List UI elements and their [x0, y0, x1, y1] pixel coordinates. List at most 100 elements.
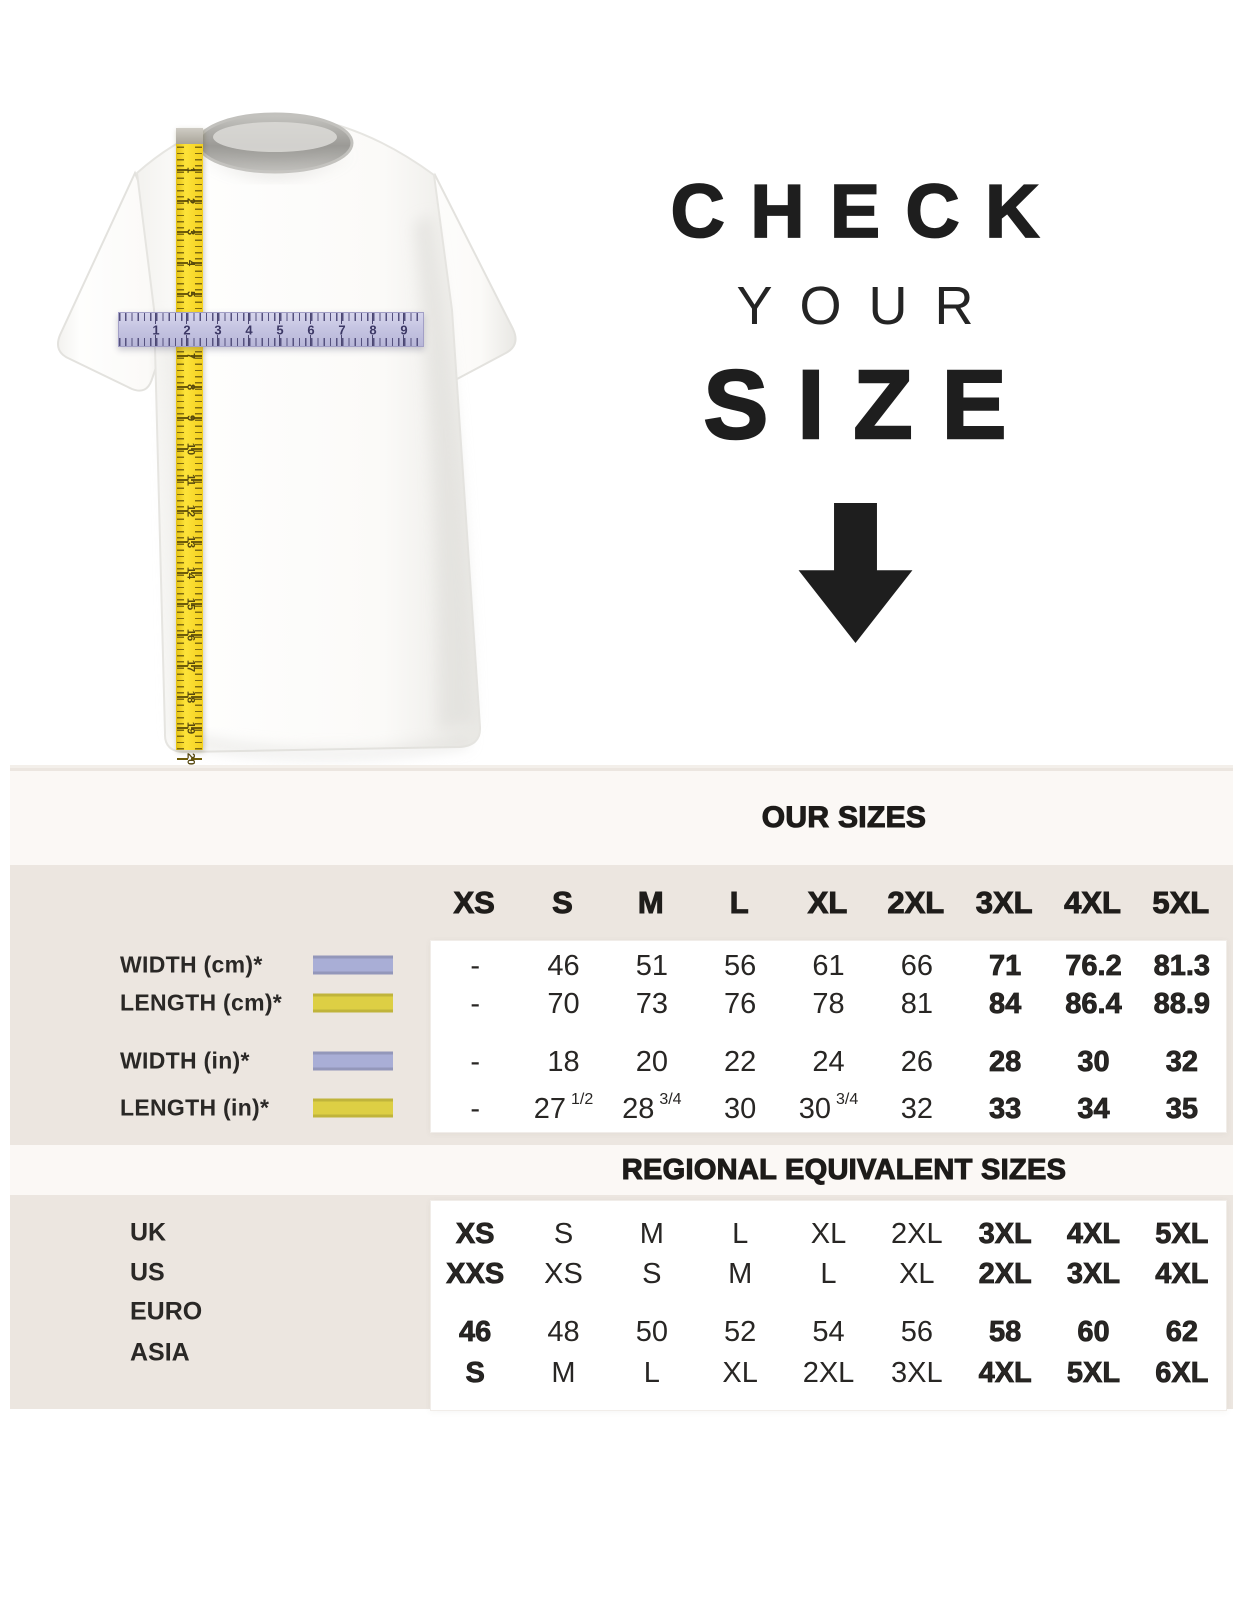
fraction: 3/4	[659, 1091, 682, 1108]
measurement-value: 26	[900, 1045, 933, 1078]
regional-size-value: 50	[635, 1315, 668, 1348]
measurement-row: - 70 73 76 78 81 84 86.4 88.9	[431, 985, 1226, 1023]
column-header-5xl: 5XL	[1152, 885, 1210, 921]
ruler-major-tick	[217, 335, 219, 346]
regional-size-value: 52	[724, 1315, 757, 1348]
yellow-swatch-icon	[313, 993, 393, 1013]
column-header-l: L	[729, 885, 749, 921]
tape-major-tick	[191, 727, 202, 729]
ruler-major-tick	[217, 313, 219, 324]
measurement-value: 32	[900, 1092, 933, 1125]
regional-size-value: 5XL	[1155, 1217, 1209, 1250]
regional-size-value: 62	[1165, 1315, 1198, 1348]
measurement-value: 32	[1165, 1045, 1198, 1078]
measurement-value: 88.9	[1153, 987, 1211, 1020]
ruler-major-tick	[155, 313, 157, 324]
tape-major-tick	[177, 665, 188, 667]
ruler-major-tick	[403, 313, 405, 324]
measurement-value: 51	[635, 949, 668, 982]
tape-major-tick	[191, 510, 202, 512]
tape-major-tick	[177, 417, 188, 419]
measurement-row: - 46 51 56 61 66 71 76.2 81.3	[431, 947, 1226, 985]
regional-size-value: M	[728, 1257, 753, 1290]
measurement-value: 28 3/4	[622, 1091, 682, 1125]
ruler-major-tick	[248, 335, 250, 346]
tape-major-tick	[191, 448, 202, 450]
tape-major-tick	[177, 758, 188, 760]
ruler-major-tick	[341, 335, 343, 346]
tape-major-tick	[191, 169, 202, 171]
tape-major-tick	[191, 293, 202, 295]
legend-row: LENGTH (in)*	[10, 1089, 430, 1127]
regional-size-value: XXS	[446, 1257, 505, 1290]
regional-sizes-title: REGIONAL EQUIVALENT SIZES	[621, 1153, 1067, 1186]
tape-number: 1	[184, 166, 196, 174]
regional-size-value: 54	[812, 1315, 845, 1348]
legend-row: LENGTH (cm)*	[10, 984, 430, 1022]
tape-number: 2	[184, 197, 196, 205]
measurement-value: 78	[812, 987, 845, 1020]
regional-size-value: L	[732, 1217, 749, 1250]
lavender-swatch-icon	[313, 955, 393, 975]
column-header-xs: XS	[453, 885, 495, 921]
tape-major-tick	[177, 169, 188, 171]
tape-number: 8	[184, 383, 196, 391]
ruler-number: 8	[369, 322, 377, 337]
tape-major-tick	[191, 479, 202, 481]
regional-size-value: 4XL	[978, 1356, 1032, 1389]
tape-major-tick	[177, 727, 188, 729]
tshirt-illustration	[57, 112, 517, 759]
ruler-major-tick	[341, 313, 343, 324]
regional-size-value: L	[643, 1356, 660, 1389]
measurement-value: 61	[812, 949, 845, 982]
measurement-label: WIDTH (cm)*	[120, 951, 263, 978]
tape-major-tick	[177, 355, 188, 357]
regional-size-value: 3XL	[1066, 1257, 1121, 1290]
column-header-m: M	[637, 885, 664, 921]
ruler-number: 5	[276, 322, 284, 337]
tape-number: 4	[184, 259, 196, 267]
measurement-value: 81	[900, 987, 933, 1020]
measurement-value: 28	[989, 1045, 1022, 1078]
tape-major-tick	[191, 417, 202, 419]
tape-number: 20	[184, 752, 196, 766]
tape-number: 7	[184, 352, 196, 360]
tape-major-tick	[177, 231, 188, 233]
our-sizes-title: OUR SIZES	[761, 800, 927, 834]
regional-size-value: 3XL	[891, 1356, 943, 1389]
column-header-2xl: 2XL	[887, 885, 945, 921]
tape-major-tick	[177, 479, 188, 481]
tape-number: 19	[184, 721, 196, 735]
measurement-value: 22	[724, 1045, 757, 1078]
tape-major-tick	[177, 200, 188, 202]
measurement-value: 33	[989, 1092, 1022, 1125]
ruler-number: 7	[338, 322, 346, 337]
tape-major-tick	[177, 293, 188, 295]
tape-metal-tip	[176, 128, 203, 144]
fraction: 1/2	[571, 1091, 594, 1108]
tape-major-tick	[191, 758, 202, 760]
hero-heading: CHECK YOUR SIZE	[615, 169, 1095, 648]
regional-size-value: 48	[547, 1315, 580, 1348]
regional-size-value: S	[642, 1257, 662, 1290]
column-header-xl: XL	[807, 885, 848, 921]
measurement-value: 30 3/4	[798, 1091, 859, 1125]
regional-size-value: 56	[900, 1315, 933, 1348]
measurement-label: WIDTH (in)*	[120, 1047, 250, 1074]
regional-size-value: 58	[989, 1315, 1022, 1348]
tape-major-tick	[177, 262, 188, 264]
ruler-major-tick	[372, 313, 374, 324]
measuring-tape-vertical: 1234567891011121314151617181920	[176, 128, 203, 765]
regional-size-value: 46	[459, 1315, 492, 1348]
tape-number: 17	[184, 659, 196, 673]
measurement-row: - 18 20 22 24 26 28 30 32	[431, 1043, 1226, 1081]
regional-row-asia: S M L XL 2XL 3XL 4XL 5XL 6XL	[431, 1354, 1226, 1392]
measurement-value: -	[470, 949, 480, 982]
measurement-value: 81.3	[1153, 949, 1211, 982]
regional-size-value: 5XL	[1066, 1356, 1121, 1389]
regional-size-value: S	[465, 1356, 485, 1389]
tape-number: 5	[184, 290, 196, 298]
tape-major-tick	[191, 603, 202, 605]
tape-major-tick	[191, 665, 202, 667]
